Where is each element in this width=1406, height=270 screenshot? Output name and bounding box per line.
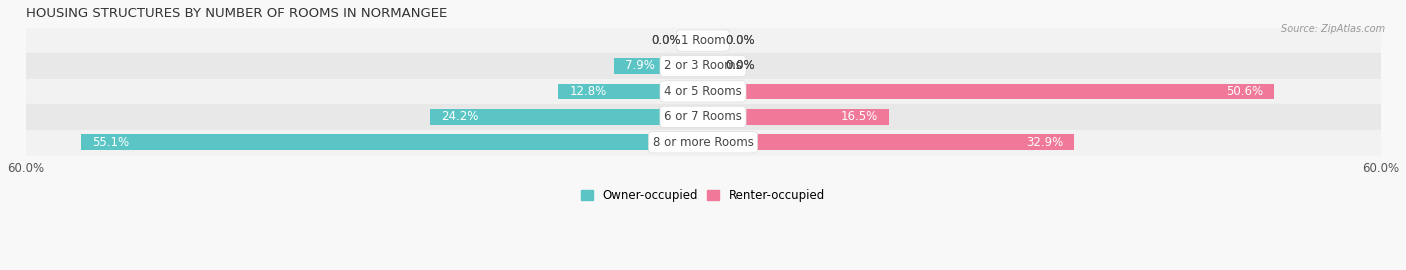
Text: 0.0%: 0.0% (651, 34, 681, 47)
Bar (703, 134, 1074, 150)
Text: 8 or more Rooms: 8 or more Rooms (652, 136, 754, 149)
Text: 0.0%: 0.0% (651, 34, 681, 47)
Text: 32.9%: 32.9% (1026, 136, 1063, 149)
Text: 0.0%: 0.0% (725, 59, 755, 72)
Text: 6 or 7 Rooms: 6 or 7 Rooms (664, 110, 742, 123)
Bar (80, 134, 703, 150)
Text: Source: ZipAtlas.com: Source: ZipAtlas.com (1281, 24, 1385, 34)
Text: 1 Room: 1 Room (681, 34, 725, 47)
Text: 7.9%: 7.9% (626, 59, 655, 72)
Bar (703, 83, 1274, 99)
Bar (614, 58, 703, 74)
Legend: Owner-occupied, Renter-occupied: Owner-occupied, Renter-occupied (581, 189, 825, 202)
Text: HOUSING STRUCTURES BY NUMBER OF ROOMS IN NORMANGEE: HOUSING STRUCTURES BY NUMBER OF ROOMS IN… (25, 7, 447, 20)
Text: 50.6%: 50.6% (1226, 85, 1263, 98)
Text: 12.8%: 12.8% (569, 85, 607, 98)
Text: 24.2%: 24.2% (441, 110, 478, 123)
Text: 2 or 3 Rooms: 2 or 3 Rooms (664, 59, 742, 72)
Bar (703, 109, 890, 125)
Bar (558, 83, 703, 99)
Bar (430, 109, 703, 125)
Text: 0.0%: 0.0% (725, 34, 755, 47)
Text: 55.1%: 55.1% (93, 136, 129, 149)
Text: 0.0%: 0.0% (725, 59, 755, 72)
Text: 16.5%: 16.5% (841, 110, 877, 123)
Text: 0.0%: 0.0% (725, 34, 755, 47)
Text: 4 or 5 Rooms: 4 or 5 Rooms (664, 85, 742, 98)
